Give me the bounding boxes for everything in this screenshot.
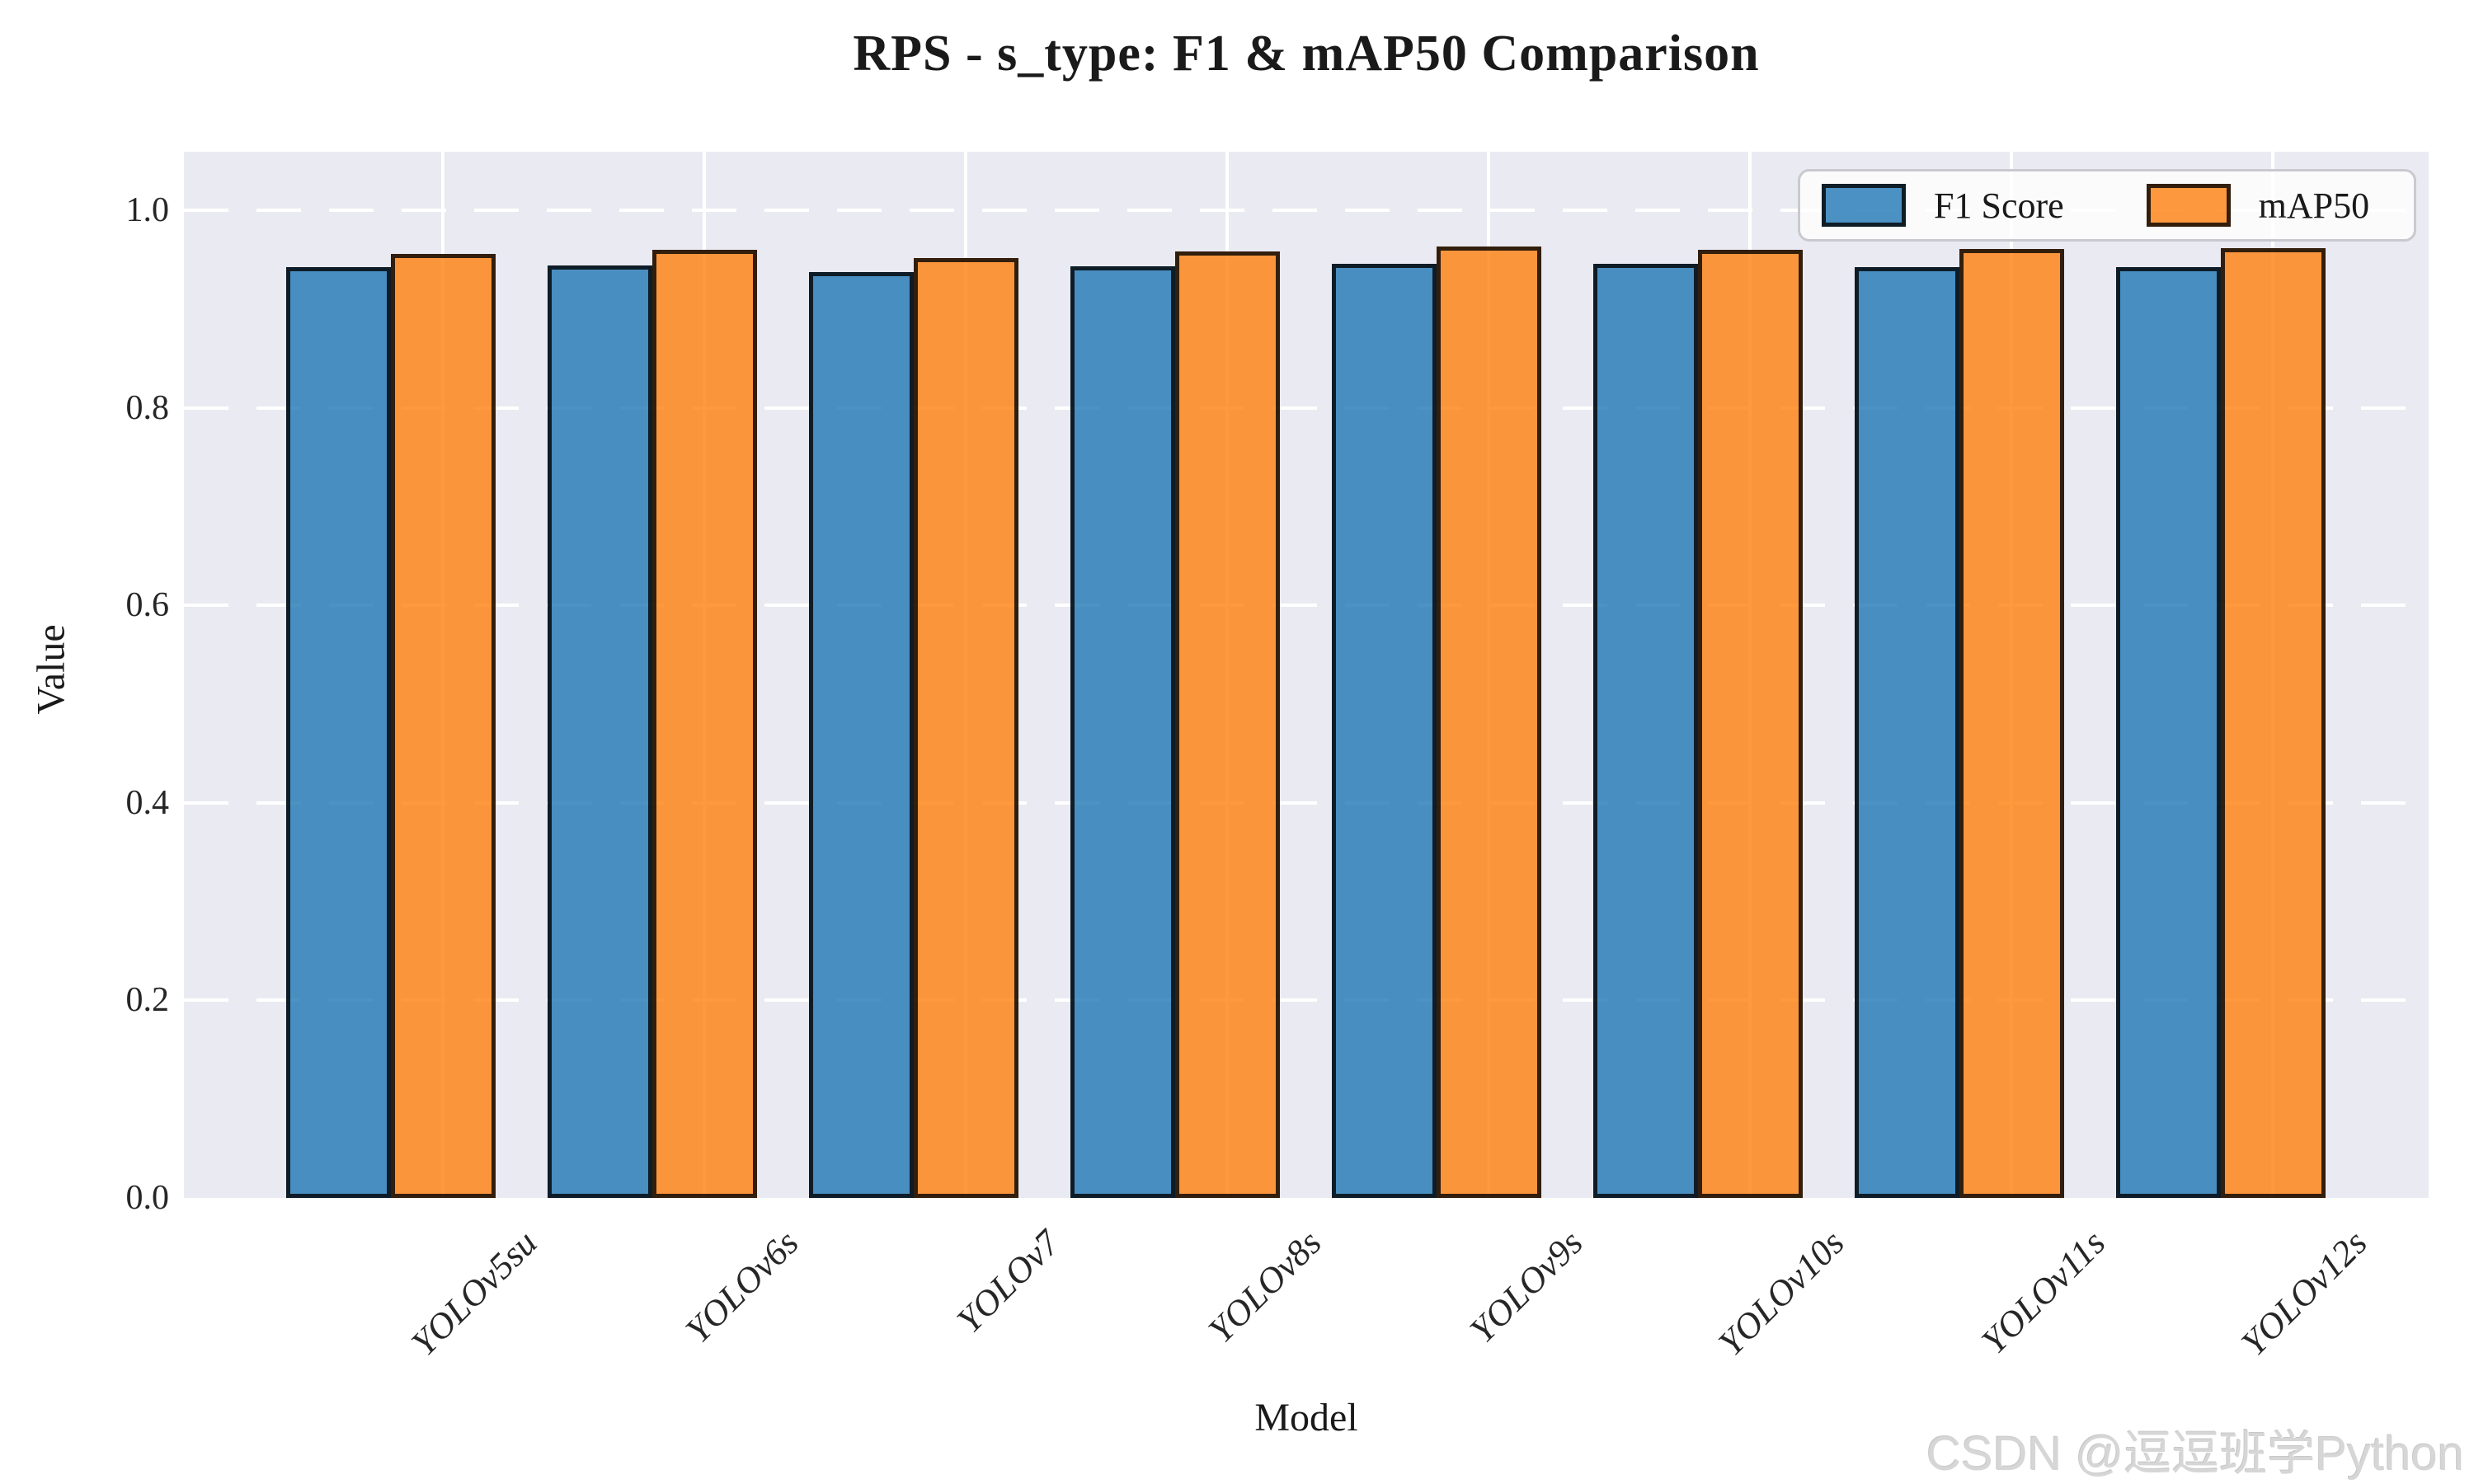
legend-label-f1-score: F1 Score — [1934, 185, 2064, 226]
bar-f1-yolov9s — [1332, 264, 1437, 1198]
x-tick-label: YOLOv11s — [1973, 1222, 2114, 1362]
h-gridline — [184, 209, 2429, 212]
bar-f1-yolov8s — [1070, 266, 1175, 1198]
legend-swatch-f1-score — [1822, 184, 1906, 227]
y-tick-label: 0.8 — [125, 389, 170, 427]
chart-title: RPS - s_type: F1 & mAP50 Comparison — [853, 26, 1760, 82]
legend-item-map50: mAP50 — [2146, 184, 2370, 227]
y-tick-label: 0.0 — [125, 1179, 170, 1217]
bar-f1-yolov10s — [1593, 264, 1698, 1198]
x-tick-label: YOLOv12s — [2233, 1222, 2375, 1364]
legend-label-map50: mAP50 — [2258, 185, 2370, 226]
bar-f1-yolov12s — [2116, 267, 2221, 1198]
bar-map50-yolov11s — [1959, 249, 2064, 1198]
bar-map50-yolov10s — [1698, 250, 1803, 1198]
x-tick-label: YOLOv9s — [1461, 1222, 1591, 1351]
watermark: CSDN @逗逗班学Python — [1926, 1427, 2464, 1481]
x-tick-label: YOLOv8s — [1200, 1222, 1329, 1351]
x-tick-label: YOLOv7 — [948, 1222, 1068, 1341]
y-tick-label: 0.6 — [125, 586, 170, 624]
bar-map50-yolov5su — [391, 254, 496, 1198]
h-gridline — [184, 406, 2429, 410]
bar-map50-yolov6s — [652, 250, 757, 1198]
legend: F1 Score mAP50 — [1798, 169, 2416, 242]
y-axis-label: Value — [29, 624, 73, 715]
x-tick-label: YOLOv6s — [677, 1222, 807, 1351]
h-gridline — [184, 998, 2429, 1002]
bar-map50-yolov12s — [2221, 248, 2326, 1198]
bar-f1-yolov7 — [809, 272, 914, 1198]
legend-swatch-map50 — [2146, 184, 2231, 227]
x-axis-label: Model — [1254, 1396, 1358, 1439]
h-gridline — [184, 603, 2429, 607]
bar-f1-yolov11s — [1855, 267, 1959, 1198]
bar-map50-yolov7 — [914, 258, 1018, 1198]
bar-f1-yolov5su — [286, 267, 391, 1198]
x-tick-label: YOLOv10s — [1710, 1222, 1852, 1364]
y-tick-label: 0.4 — [125, 784, 170, 822]
bar-f1-yolov6s — [548, 265, 652, 1198]
bar-map50-yolov8s — [1175, 251, 1280, 1198]
bar-map50-yolov9s — [1437, 247, 1541, 1198]
y-tick-label: 0.2 — [125, 981, 170, 1019]
legend-item-f1-score: F1 Score — [1822, 184, 2064, 227]
x-tick-label: YOLOv5su — [403, 1222, 545, 1364]
h-gridline — [184, 801, 2429, 805]
y-tick-label: 1.0 — [125, 191, 170, 229]
plot-area — [184, 152, 2429, 1198]
